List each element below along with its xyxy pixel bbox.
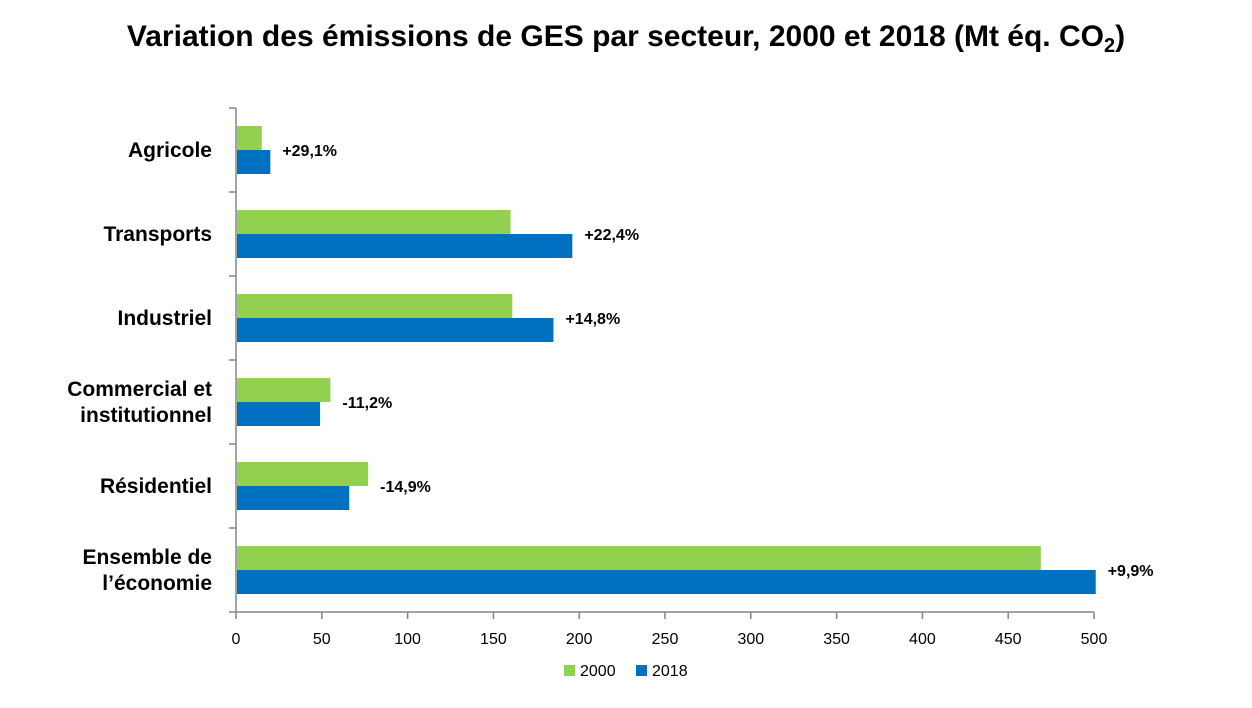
bar-2000 xyxy=(237,378,331,402)
bar-2018 xyxy=(237,318,554,342)
data-label: +29,1% xyxy=(282,143,337,160)
bar-2000 xyxy=(237,210,511,234)
bar-2018 xyxy=(237,150,271,174)
x-tick-label: 350 xyxy=(823,631,850,648)
x-tick-label: 200 xyxy=(566,631,593,648)
bar-2018 xyxy=(237,234,573,258)
legend-swatch-2000 xyxy=(564,665,575,676)
category-label: Agricole xyxy=(128,139,212,162)
legend-swatch-2018 xyxy=(636,665,647,676)
bar-2018 xyxy=(237,402,321,426)
chart-title: Variation des émissions de GES par secte… xyxy=(0,20,1252,57)
x-tick-label: 400 xyxy=(909,631,936,648)
x-tick-label: 50 xyxy=(313,631,331,648)
data-label: -14,9% xyxy=(380,479,431,496)
category-label: Résidentiel xyxy=(100,475,212,498)
legend-label-2018: 2018 xyxy=(652,663,688,680)
chart-title-close: ) xyxy=(1115,20,1126,53)
category-label: institutionnel xyxy=(80,404,212,427)
x-tick-label: 0 xyxy=(232,631,241,648)
bar-2000 xyxy=(237,462,369,486)
category-label: Transports xyxy=(103,223,212,246)
data-label: -11,2% xyxy=(342,395,392,412)
x-tick-label: 150 xyxy=(480,631,507,648)
x-tick-label: 300 xyxy=(737,631,764,648)
x-tick-label: 250 xyxy=(652,631,679,648)
bar-2018 xyxy=(237,486,350,510)
bar-2000 xyxy=(237,294,513,318)
category-label: l’économie xyxy=(102,572,212,595)
x-tick-label: 500 xyxy=(1081,631,1108,648)
x-tick-label: 100 xyxy=(394,631,421,648)
legend-label-2000: 2000 xyxy=(580,663,616,680)
data-label: +14,8% xyxy=(565,311,620,328)
data-label: +9,9% xyxy=(1108,563,1154,580)
category-label: Commercial et xyxy=(67,378,212,401)
category-label: Ensemble de xyxy=(82,546,212,569)
chart-title-text: Variation des émissions de GES par secte… xyxy=(126,20,1104,53)
bar-2000 xyxy=(237,546,1041,570)
x-tick-label: 450 xyxy=(995,631,1022,648)
bar-2018 xyxy=(237,570,1096,594)
chart-title-subscript: 2 xyxy=(1103,35,1116,57)
category-label: Industriel xyxy=(117,307,212,330)
bar-2000 xyxy=(237,126,262,150)
data-label: +22,4% xyxy=(584,227,639,244)
